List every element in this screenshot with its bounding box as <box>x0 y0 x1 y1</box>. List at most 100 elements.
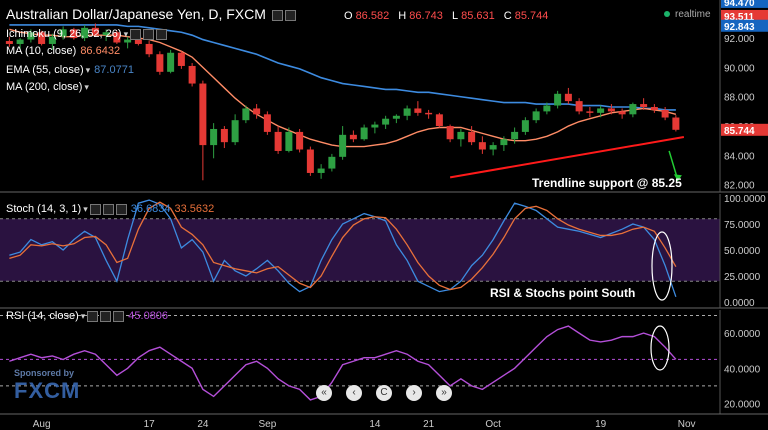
trend-arrowhead <box>673 174 682 182</box>
candle <box>349 130 357 143</box>
candle-body <box>500 139 508 146</box>
stoch-pane: 100.0000 75.0000 50.0000 25.0000 0.0000 <box>0 194 768 309</box>
candle-body <box>296 131 304 150</box>
y-tick-label: 60.0000 <box>724 329 761 340</box>
trendline-annotation: Trendline support @ 85.25 <box>532 176 682 190</box>
scroll-start-button[interactable]: « <box>316 385 332 401</box>
candle <box>263 111 271 135</box>
candle-body <box>102 32 110 36</box>
candle-body <box>629 104 637 115</box>
candle <box>317 164 325 179</box>
price-label-box <box>721 19 768 32</box>
candle-body <box>511 131 519 140</box>
rsi-legend[interactable]: RSI (14, close) ▾ 45.0806 <box>6 310 169 322</box>
eye-icon <box>130 28 142 40</box>
y-tick-label: 84.000 <box>724 151 755 162</box>
candle <box>650 104 658 113</box>
candle-body <box>16 39 24 44</box>
candle <box>640 98 648 110</box>
candle <box>81 24 89 42</box>
candle <box>210 123 218 159</box>
candle-body <box>38 32 46 44</box>
candle <box>575 98 583 115</box>
candle <box>124 36 132 49</box>
stoch-k-line <box>9 199 677 298</box>
candle-body <box>446 126 454 140</box>
x-axis: Aug 17 24 Sep 14 21 Oct 19 Nov <box>0 413 768 430</box>
y-tick-label: 100.0000 <box>724 194 766 205</box>
candle-body <box>156 54 164 72</box>
candle <box>296 128 304 153</box>
candle-body <box>414 108 422 113</box>
ma200-legend[interactable]: MA (200, close) ▾ <box>6 81 89 93</box>
candle-body <box>306 149 314 173</box>
ichimoku-legend[interactable]: Ichimoku (9, 26, 52, 26) ▾ <box>6 28 168 40</box>
candle-body <box>468 131 476 143</box>
candle-body <box>5 41 13 44</box>
scroll-back-button[interactable]: ‹ <box>346 385 362 401</box>
candle <box>199 80 207 181</box>
low-value: 85.631 <box>461 10 495 22</box>
candle-body <box>392 115 400 119</box>
candle <box>511 127 519 144</box>
candle-body <box>349 134 357 140</box>
candle-body <box>199 83 207 146</box>
candle <box>156 51 164 75</box>
close-icon <box>113 310 125 322</box>
eye-icon <box>89 203 101 215</box>
scroll-end-button[interactable]: » <box>436 385 452 401</box>
candle <box>27 29 35 43</box>
y-tick-label: 0.0000 <box>724 298 755 309</box>
oscillator-annotation: RSI & Stochs point South <box>490 286 636 300</box>
ema55-legend[interactable]: EMA (55, close) ▾ 87.0771 <box>6 64 134 76</box>
settings-icon[interactable] <box>271 9 283 21</box>
candle <box>457 128 465 147</box>
price-label-text: 85.744 <box>724 126 755 137</box>
candle <box>597 105 605 118</box>
y-tick-label: 75.0000 <box>724 220 761 231</box>
x-tick-label: 17 <box>144 419 156 430</box>
candle-body <box>167 52 175 72</box>
rsi-value: 45.0806 <box>128 310 169 322</box>
rsi-pane: 60.0000 40.0000 20.0000 <box>0 310 761 414</box>
candle <box>145 41 153 58</box>
candle <box>403 105 411 121</box>
candle-body <box>425 112 433 115</box>
candle-body <box>220 128 228 143</box>
chart-title: Australian Dollar/Japanese Yen, D, FXCM <box>6 6 266 22</box>
settings-icon <box>143 28 155 40</box>
candle-body <box>339 134 347 157</box>
candle-body <box>435 114 443 127</box>
candle-body <box>81 27 89 39</box>
candle <box>253 104 261 119</box>
candle-body <box>328 156 336 169</box>
x-tick-label: 24 <box>197 419 209 430</box>
candle-body <box>231 120 239 143</box>
candle-body <box>177 52 185 66</box>
ma10-legend[interactable]: MA (10, close) 86.6432 <box>6 45 121 57</box>
candle-body <box>457 131 465 140</box>
eye-icon[interactable] <box>284 9 296 21</box>
candle <box>16 38 24 50</box>
candle-body <box>285 131 293 151</box>
candle-body <box>618 111 626 115</box>
candle <box>382 115 390 129</box>
candle <box>38 30 46 46</box>
x-tick-label: Sep <box>258 419 276 430</box>
candle <box>500 136 508 151</box>
reset-chart-button[interactable]: C <box>376 385 392 401</box>
candle-body <box>672 117 680 130</box>
candle <box>360 124 368 141</box>
candle-body <box>650 106 658 110</box>
stoch-d-value: 33.5632 <box>174 203 215 215</box>
stoch-legend[interactable]: Stoch (14, 3, 1) ▾ 36.6834 33.5632 <box>6 203 215 215</box>
candle-body <box>188 65 196 84</box>
price-label-text: 93.511 <box>724 12 754 23</box>
candle <box>371 121 379 134</box>
candle-body <box>554 93 562 106</box>
candle <box>5 36 13 47</box>
eye-icon <box>87 310 99 322</box>
candle <box>48 33 56 50</box>
scroll-forward-button[interactable]: › <box>406 385 422 401</box>
y-tick-label: 50.0000 <box>724 246 761 257</box>
